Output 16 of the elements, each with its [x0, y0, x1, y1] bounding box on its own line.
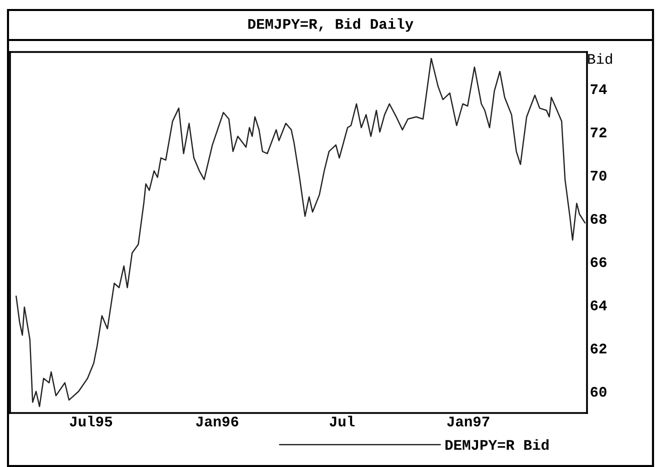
y-tick-label: 70	[590, 170, 606, 181]
y-tick-label: 72	[590, 128, 606, 138]
y-tick-label: 74	[590, 84, 607, 94]
y-tick-label: 62	[590, 344, 606, 354]
y-tick-label: 60	[590, 386, 606, 397]
x-tick-label: Jul	[330, 416, 355, 426]
line-series	[16, 58, 586, 408]
x-tick-label: Jan97	[447, 416, 490, 426]
text: DEMJPY=R Bid	[446, 439, 549, 450]
y-tick-label: 68	[590, 214, 607, 224]
y-tick-label: 66	[590, 257, 606, 268]
y-tick-label: 64	[590, 300, 607, 310]
x-tick-label: Jul95	[70, 416, 112, 426]
x-tick-label: Jan96	[196, 416, 238, 426]
chart-title: DEMJPY=R, Bid Daily	[248, 18, 414, 32]
y-axis-title: Bid	[588, 53, 612, 64]
